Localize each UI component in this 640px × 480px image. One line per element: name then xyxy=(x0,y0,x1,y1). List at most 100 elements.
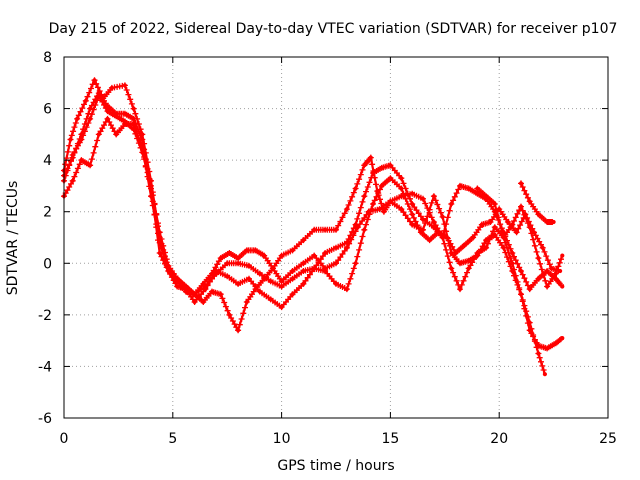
data-point xyxy=(225,274,230,279)
series-line xyxy=(62,117,564,350)
x-tick-labels: 0 5 10 15 20 25 xyxy=(60,431,617,447)
plot-frame xyxy=(63,56,609,419)
data-point xyxy=(518,204,524,209)
data-point xyxy=(545,284,550,289)
data-point xyxy=(370,170,376,176)
data-point xyxy=(492,225,497,230)
data-point xyxy=(399,194,404,199)
y-tick-label: 6 xyxy=(43,102,52,118)
data-point xyxy=(244,248,249,253)
x-tick-label: 0 xyxy=(60,431,69,447)
data-point xyxy=(479,222,484,227)
grid xyxy=(64,57,608,418)
data-point xyxy=(244,299,249,305)
data-point xyxy=(536,256,541,261)
data-point xyxy=(379,165,384,170)
data-point xyxy=(362,194,367,199)
axis-ticks xyxy=(63,56,609,419)
data-point xyxy=(514,230,519,235)
data-point xyxy=(475,191,480,196)
y-tick-label: 4 xyxy=(43,153,52,169)
data-point xyxy=(366,209,371,214)
data-point xyxy=(492,201,497,207)
data-point xyxy=(333,281,339,286)
data-point xyxy=(510,222,515,227)
data-point xyxy=(353,261,358,266)
data-point xyxy=(549,266,554,271)
data-point xyxy=(484,238,489,243)
data-point xyxy=(370,201,376,207)
data-point xyxy=(209,289,215,294)
data-point xyxy=(92,78,97,83)
data-point xyxy=(388,199,393,204)
data-point xyxy=(312,227,317,232)
data-point xyxy=(83,98,88,103)
data-point xyxy=(290,292,295,297)
data-point xyxy=(122,121,128,127)
series-track-1 xyxy=(61,77,565,298)
data-point xyxy=(527,320,532,325)
data-point xyxy=(399,186,404,191)
x-tick-label: 5 xyxy=(168,431,177,447)
y-tick-label: 8 xyxy=(43,50,52,66)
data-point xyxy=(192,292,197,297)
data-point xyxy=(301,281,306,286)
data-point xyxy=(484,245,489,250)
data-point xyxy=(253,248,258,253)
data-point xyxy=(462,243,467,248)
data-point xyxy=(157,250,162,256)
data-point xyxy=(545,219,550,225)
y-axis-label: SDTVAR / TECUs xyxy=(5,181,21,296)
data-point xyxy=(246,263,252,268)
data-point xyxy=(344,245,349,250)
data-point xyxy=(501,235,506,240)
data-point xyxy=(457,287,463,292)
data-point xyxy=(88,163,93,168)
data-point xyxy=(323,250,328,256)
data-point xyxy=(420,196,426,201)
data-point xyxy=(553,271,558,276)
data-point xyxy=(323,266,328,271)
data-point xyxy=(218,256,223,261)
data-point xyxy=(475,253,480,258)
data-point xyxy=(377,207,382,212)
data-point xyxy=(75,116,80,122)
data-point xyxy=(542,372,548,377)
data-point xyxy=(79,158,84,163)
data-point xyxy=(466,258,471,263)
data-point xyxy=(225,261,230,266)
y-tick-labels: 8 6 4 2 0 -2 -4 -6 xyxy=(38,50,52,427)
data-point xyxy=(253,287,258,292)
series-track-6 xyxy=(518,180,556,225)
x-tick-label: 15 xyxy=(381,431,399,447)
data-point xyxy=(257,271,262,276)
data-point xyxy=(440,214,445,219)
data-point xyxy=(262,276,267,281)
data-point xyxy=(279,284,284,289)
series-line xyxy=(62,79,564,296)
data-point xyxy=(175,279,180,284)
data-point xyxy=(420,217,426,222)
y-tick-label: 0 xyxy=(43,256,52,272)
data-point xyxy=(518,181,524,186)
data-point xyxy=(379,183,384,188)
data-point xyxy=(279,253,284,258)
data-point xyxy=(560,284,565,289)
x-tick-label: 20 xyxy=(490,431,508,447)
data-point xyxy=(553,341,558,346)
data-point xyxy=(362,227,367,232)
x-tick-label: 10 xyxy=(273,431,291,447)
data-point xyxy=(362,163,367,168)
x-tick-label: 25 xyxy=(599,431,617,447)
data-point xyxy=(105,116,110,122)
y-tick-label: -6 xyxy=(38,411,52,427)
data-point xyxy=(312,253,317,258)
data-point xyxy=(96,91,101,96)
data-point xyxy=(183,289,188,294)
data-point xyxy=(492,232,497,237)
data-point xyxy=(227,250,232,256)
data-point xyxy=(518,292,524,297)
data-point xyxy=(399,176,404,181)
y-tick-label: -2 xyxy=(38,308,52,324)
data-point xyxy=(114,111,119,116)
